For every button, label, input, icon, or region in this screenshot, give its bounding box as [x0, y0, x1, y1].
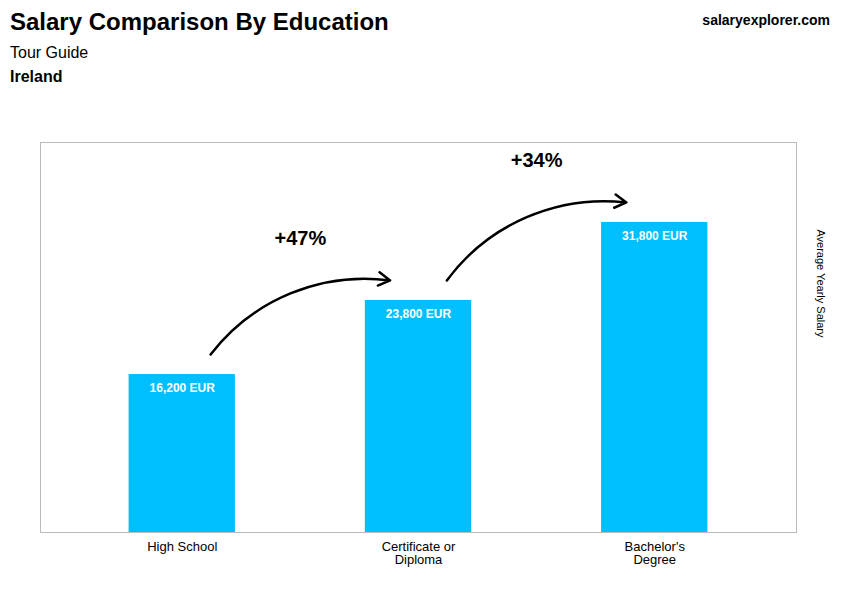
svg-text:+34%: +34% [511, 149, 563, 171]
html-text:Tour Guide: Tour Guide [10, 44, 89, 61]
svg-text:23,800 EUR: 23,800 EUR [386, 307, 452, 321]
svg-text:Certificate orDiploma: Certificate orDiploma [382, 539, 456, 567]
svg-text:+47%: +47% [275, 227, 327, 249]
svg-text:31,800 EUR: 31,800 EUR [622, 229, 688, 243]
html-text:Ireland: Ireland [10, 68, 63, 85]
html-text:salaryexplorer.com: salaryexplorer.com [702, 12, 830, 28]
html-text:Salary Comparison By Education: Salary Comparison By Education [10, 8, 389, 35]
svg-text:16,200 EUR: 16,200 EUR [150, 381, 216, 395]
svg-text:High School: High School [147, 539, 217, 554]
svg-text:Bachelor'sDegree: Bachelor'sDegree [625, 539, 686, 567]
svg-text:Average Yearly Salary: Average Yearly Salary [815, 229, 827, 338]
